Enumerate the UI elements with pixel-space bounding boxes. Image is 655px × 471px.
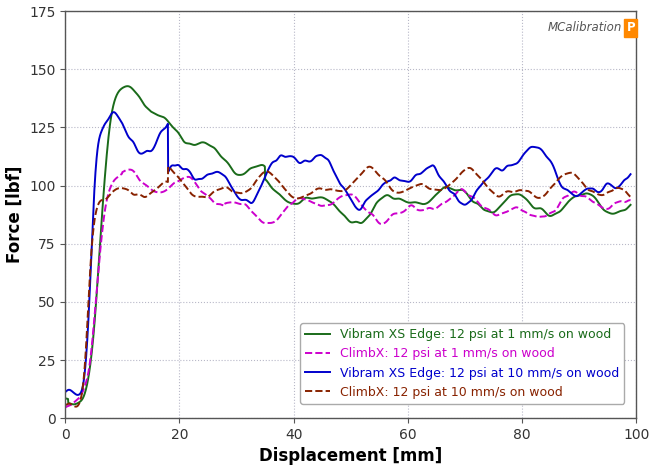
Text: P: P: [626, 21, 635, 34]
Text: MCalibration: MCalibration: [548, 21, 622, 34]
X-axis label: Displacement [mm]: Displacement [mm]: [259, 447, 442, 465]
Y-axis label: Force [lbf]: Force [lbf]: [5, 166, 24, 263]
Legend: Vibram XS Edge: 12 psi at 1 mm/s on wood, ClimbX: 12 psi at 1 mm/s on wood, Vibr: Vibram XS Edge: 12 psi at 1 mm/s on wood…: [300, 323, 624, 404]
